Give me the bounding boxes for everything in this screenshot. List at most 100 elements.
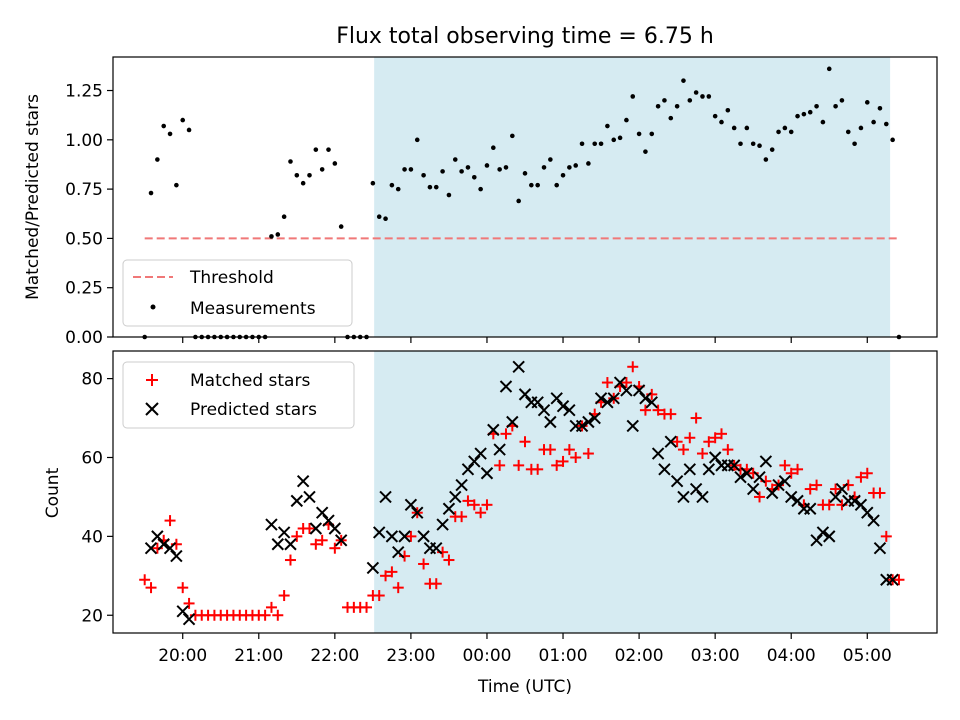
data-point (326, 147, 331, 152)
predicted-point (284, 538, 297, 551)
matched-point (792, 463, 804, 475)
matched-point (310, 538, 322, 550)
predicted-point (746, 482, 760, 496)
predicted-point (861, 506, 874, 519)
legend-predicted-swatch (145, 402, 159, 416)
predicted-point (582, 415, 595, 429)
matched-point (316, 534, 328, 546)
matched-point (513, 459, 525, 471)
matched-point (665, 408, 677, 420)
x-tick-label: 20:00 (158, 646, 207, 666)
predicted-point (753, 471, 766, 484)
data-point (452, 157, 458, 162)
data-point (871, 119, 876, 125)
data-point (167, 131, 173, 137)
matched-point (259, 609, 271, 621)
predicted-point (772, 478, 785, 492)
legend-matched-swatch (146, 374, 158, 386)
x-tick-label: 22:00 (310, 646, 359, 666)
predicted-point (601, 396, 614, 409)
data-point (579, 141, 585, 147)
data-point (560, 173, 566, 178)
predicted-point (328, 522, 342, 535)
data-point (478, 186, 483, 192)
predicted-point (315, 506, 329, 519)
data-point (731, 125, 737, 131)
matched-point (291, 530, 303, 542)
data-point (174, 182, 179, 188)
matched-point (405, 530, 417, 542)
legend-box (122, 259, 353, 327)
data-point (598, 141, 604, 147)
matched-point (811, 479, 823, 491)
matched-point (703, 436, 715, 448)
y-tick-label: 80 (81, 370, 103, 390)
data-point (586, 161, 591, 166)
data-point (541, 165, 547, 170)
data-point (890, 137, 895, 143)
data-point (307, 173, 312, 178)
predicted-point (334, 534, 348, 547)
predicted-point (430, 541, 443, 555)
data-point (567, 165, 572, 170)
predicted-point (417, 530, 430, 543)
shaded-observing-interval (374, 57, 891, 337)
predicted-point (696, 490, 709, 504)
predicted-point (816, 526, 830, 539)
predicted-point (468, 455, 481, 468)
x-tick-label: 01:00 (539, 646, 588, 666)
data-point (776, 129, 781, 135)
matched-point (830, 483, 842, 495)
predicted-point (785, 490, 798, 504)
data-point (510, 133, 515, 139)
matched-point (804, 483, 816, 495)
matched-point (709, 432, 721, 444)
matched-point (462, 495, 474, 507)
data-point (155, 157, 160, 162)
data-point (161, 123, 167, 129)
data-point (414, 137, 420, 143)
y-tick-label: 20 (81, 606, 103, 626)
data-point (719, 119, 724, 125)
data-point (516, 198, 521, 204)
data-point (788, 129, 794, 135)
data-point (402, 167, 407, 172)
predicted-point (144, 541, 158, 555)
matched-point (392, 582, 404, 594)
data-point (529, 182, 534, 188)
ratio-panel: 0.00 0.25 0.50 0.75 1.00 1.25 Matched/Predict… (23, 56, 938, 348)
matched-point (532, 463, 544, 475)
matched-point (582, 448, 594, 460)
data-point (484, 163, 490, 168)
predicted-point (531, 396, 544, 409)
data-point (535, 182, 540, 188)
matched-point (570, 451, 582, 463)
predicted-point (670, 474, 684, 488)
matched-point (544, 444, 556, 456)
predicted-point (639, 392, 652, 405)
legend-box (122, 361, 355, 429)
predicted-point (594, 392, 608, 405)
x-tick-label: 04:00 (767, 646, 816, 666)
predicted-point (487, 423, 500, 437)
predicted-point (436, 518, 449, 531)
predicted-point (613, 376, 627, 389)
predicted-point (702, 463, 716, 476)
data-point (833, 103, 838, 109)
predicted-point (632, 384, 646, 397)
predicted-point (373, 526, 386, 539)
matched-point (620, 377, 632, 389)
x-axis-label: Time (UTC) (477, 677, 572, 697)
data-point (465, 165, 471, 170)
predicted-point (727, 459, 741, 472)
matched-point (468, 499, 480, 511)
matched-point (823, 499, 835, 511)
predicted-point (544, 415, 557, 429)
matched-point (785, 467, 797, 479)
predicted-point (271, 538, 285, 551)
data-point (288, 159, 293, 164)
matched-point (443, 554, 455, 566)
predicted-point (303, 490, 316, 504)
data-point (433, 184, 439, 190)
data-point (471, 174, 477, 180)
